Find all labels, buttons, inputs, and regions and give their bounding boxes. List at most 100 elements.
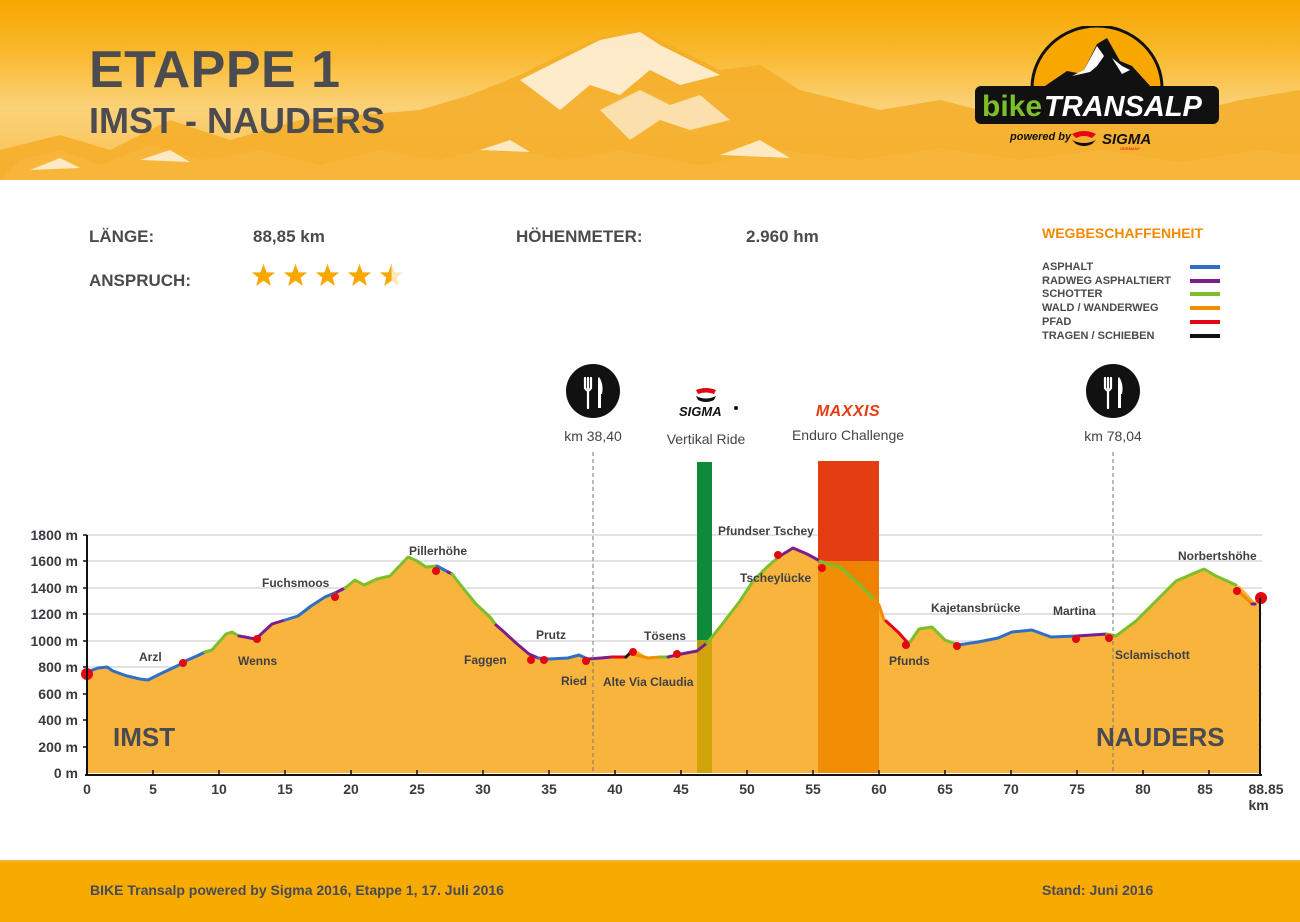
sigma-logo: SIGMA <box>679 388 738 419</box>
place-label-pfundser-tschey: Pfundser Tschey <box>718 524 814 538</box>
star-full-icon <box>348 264 371 286</box>
star-full-icon <box>252 264 275 286</box>
bike-transalp-logo: bike TRANSALP powered by SIGMA GERMANY <box>975 26 1219 151</box>
star-half-icon <box>380 264 403 286</box>
logo-transalp-text: TRANSALP <box>1044 91 1203 123</box>
footer-status-date: Stand: Juni 2016 <box>1042 882 1154 898</box>
y-tick-1600: 1600 m <box>30 553 78 569</box>
place-label-pfunds: Pfunds <box>889 654 930 668</box>
y-tick-200: 200 m <box>38 739 78 755</box>
y-tick-400: 400 m <box>38 712 78 728</box>
place-label-toesens: Tösens <box>644 629 687 643</box>
x-tick-10: 10 <box>211 781 227 797</box>
place-label-norbertshoehe: Norbertshöhe <box>1178 549 1257 563</box>
route-line <box>85 546 1257 682</box>
swatch-pfad <box>1190 320 1220 325</box>
place-label-faggen: Faggen <box>464 653 507 667</box>
place-label-tscheyluecke: Tscheylücke <box>740 571 812 585</box>
legend-item-tragen: TRAGEN / SCHIEBEN <box>1042 329 1220 343</box>
star-full-icon <box>316 264 339 286</box>
elevation-area <box>87 548 1260 773</box>
place-label-fuchsmoos: Fuchsmoos <box>262 576 330 590</box>
poi-caption-enduro-challenge: Enduro Challenge <box>791 427 905 443</box>
x-tick-15: 15 <box>277 781 293 797</box>
svg-text:SIGMA: SIGMA <box>679 404 722 419</box>
x-tick-70: 70 <box>1003 781 1019 797</box>
x-tick-35: 35 <box>541 781 557 797</box>
legend-item-asphalt: ASPHALT <box>1042 260 1220 274</box>
maxxis-logo: MAXXIS <box>815 403 881 420</box>
svg-text:SIGMA: SIGMA <box>1102 131 1151 148</box>
poi-enduro-challenge: MAXXIS Enduro Challenge <box>782 403 914 443</box>
x-tick-5: 5 <box>149 781 157 797</box>
place-label-martina: Martina <box>1053 604 1096 618</box>
x-tick-25: 25 <box>409 781 425 797</box>
y-tick-1400: 1400 m <box>30 580 78 596</box>
footer-credits: BIKE Transalp powered by Sigma 2016, Eta… <box>90 882 504 898</box>
stage-route: IMST - NAUDERS <box>89 100 385 141</box>
x-tick-50: 50 <box>739 781 755 797</box>
x-tick-45: 45 <box>673 781 689 797</box>
x-tick-80: 80 <box>1135 781 1151 797</box>
header-banner: ETAPPE 1 IMST - NAUDERS bike TRANSALP po… <box>0 0 1300 180</box>
x-tick-85: 85 <box>1197 781 1213 797</box>
x-tick-30: 30 <box>475 781 491 797</box>
place-label-arzl: Arzl <box>139 650 162 664</box>
x-tick-60: 60 <box>871 781 887 797</box>
poi-caption-km-38: km 38,40 <box>564 428 622 444</box>
elevation-label: HÖHENMETER: <box>516 227 643 246</box>
start-city-label: IMST <box>113 722 176 752</box>
x-tick-75: 75 <box>1069 781 1085 797</box>
mountain-background-image <box>0 30 1300 180</box>
difficulty-label: ANSPRUCH: <box>89 271 191 290</box>
end-city-label: NAUDERS <box>1096 722 1225 752</box>
length-value: 88,85 km <box>253 227 325 246</box>
svg-text:GERMANY: GERMANY <box>1120 146 1141 151</box>
stage-title: ETAPPE 1 <box>89 41 341 99</box>
x-tick-20: 20 <box>343 781 359 797</box>
swatch-schotter <box>1190 292 1220 297</box>
y-tick-1000: 1000 m <box>30 633 78 649</box>
place-label-ried: Ried <box>561 674 588 688</box>
y-tick-600: 600 m <box>38 686 78 702</box>
legend-item-pfad: PFAD <box>1042 315 1220 329</box>
swatch-wald <box>1190 306 1220 311</box>
difficulty-rating <box>251 263 404 288</box>
place-label-prutz: Prutz <box>536 628 566 642</box>
legend-item-wald: WALD / WANDERWEG <box>1042 301 1220 315</box>
swatch-tragen <box>1190 333 1220 338</box>
elevation-value: 2.960 hm <box>746 227 819 246</box>
star-full-icon <box>284 264 307 286</box>
swatch-radweg <box>1190 278 1220 283</box>
poi-caption-km-78: km 78,04 <box>1084 428 1142 444</box>
footer-bar: BIKE Transalp powered by Sigma 2016, Eta… <box>0 860 1300 922</box>
place-label-kajetansbruecke: Kajetansbrücke <box>931 601 1021 615</box>
y-tick-800: 800 m <box>38 659 78 675</box>
place-label-sclamischott: Sclamischott <box>1115 648 1190 662</box>
poi-vertikal-ride: SIGMA Vertikal Ride <box>660 386 752 447</box>
legend-title: WEGBESCHAFFENHEIT <box>1042 225 1203 241</box>
svg-text:powered by: powered by <box>1009 131 1072 143</box>
fork-knife-icon <box>1086 364 1140 418</box>
elevation-profile-chart <box>81 452 1267 776</box>
poi-verpflegung-1: km 38,40 <box>553 364 633 444</box>
poi-verpflegung-2: km 78,04 <box>1073 364 1153 444</box>
place-label-wenns: Wenns <box>238 654 278 668</box>
x-tick-65: 65 <box>937 781 953 797</box>
place-label-pillerhoehe: Pillerhöhe <box>409 544 468 558</box>
place-label-alte-via-claudia: Alte Via Claudia <box>603 675 694 689</box>
y-tick-0: 0 m <box>53 765 78 781</box>
x-tick-40: 40 <box>607 781 623 797</box>
logo-bike-text: bike <box>982 90 1042 123</box>
fork-knife-icon <box>566 364 620 418</box>
legend-item-schotter: SCHOTTER <box>1042 288 1220 302</box>
x-tick-55: 55 <box>805 781 821 797</box>
y-tick-1800: 1800 m <box>30 527 78 543</box>
swatch-asphalt <box>1190 264 1220 269</box>
x-tick-0: 0 <box>83 781 91 797</box>
x-tick-end: 88.85 km <box>1248 781 1284 813</box>
surface-legend: ASPHALT RADWEG ASPHALTIERT SCHOTTER WALD… <box>1042 260 1220 343</box>
poi-caption-vertikal-ride: Vertikal Ride <box>666 431 746 447</box>
legend-item-radweg: RADWEG ASPHALTIERT <box>1042 274 1220 288</box>
length-label: LÄNGE: <box>89 227 155 246</box>
